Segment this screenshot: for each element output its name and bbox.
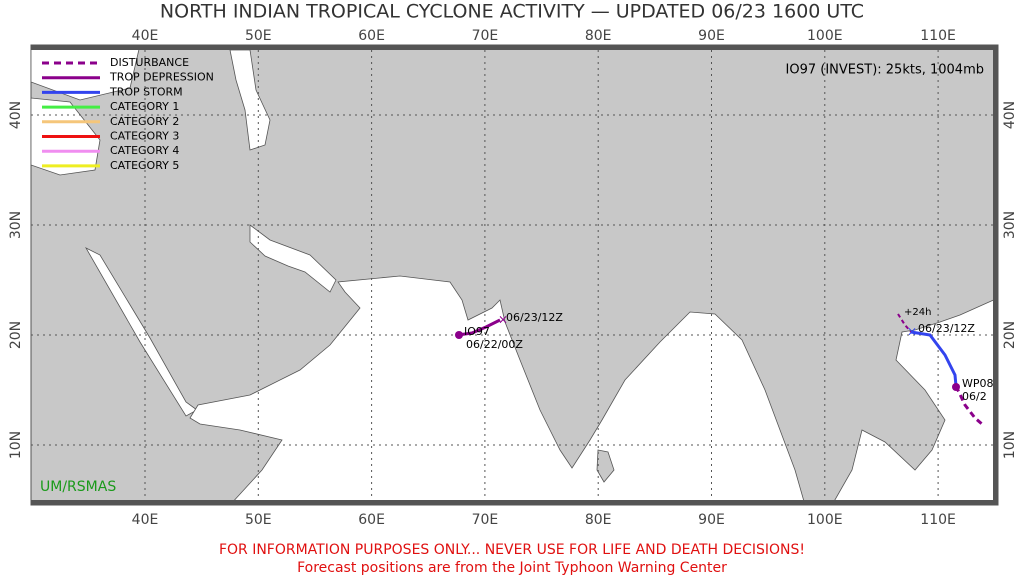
lon-label: 90E xyxy=(698,28,725,44)
time-label: 06/22/00Z xyxy=(466,338,523,351)
legend-label: TROP STORM xyxy=(109,85,183,98)
track xyxy=(954,385,983,426)
legend-label: DISTURBANCE xyxy=(110,56,189,69)
track xyxy=(910,330,958,387)
lat-label: 10N xyxy=(1002,431,1018,459)
time-label: 06/23/12Z xyxy=(506,311,563,324)
lon-label: 100E xyxy=(807,28,843,44)
lon-label: 60E xyxy=(358,28,385,44)
position xyxy=(455,331,463,339)
disclaimer: Forecast positions are from the Joint Ty… xyxy=(297,560,727,576)
legend-label: CATEGORY 1 xyxy=(110,100,179,113)
legend-label: CATEGORY 5 xyxy=(110,159,179,172)
forecast-mark: × xyxy=(907,325,917,339)
lat-label: 30N xyxy=(8,211,24,239)
storm-io97: × IO97 06/23/12Z 06/22/00Z xyxy=(455,311,563,351)
legend-label: CATEGORY 3 xyxy=(110,130,179,143)
lat-label: 30N xyxy=(1002,211,1018,239)
legend-label: CATEGORY 2 xyxy=(110,115,179,128)
lon-label: 70E xyxy=(472,512,499,528)
forecast-mark: × xyxy=(498,313,508,327)
lon-label: 70E xyxy=(472,28,499,44)
storm-name: IO97 xyxy=(464,325,490,338)
lon-label: 40E xyxy=(132,512,159,528)
position xyxy=(952,383,960,391)
time-label: 06/23/12Z xyxy=(918,322,975,335)
top-bar xyxy=(31,45,998,50)
storm-name: WP08 xyxy=(962,377,994,390)
lon-label: 90E xyxy=(698,512,725,528)
lon-label: 60E xyxy=(358,512,385,528)
lon-label: 110E xyxy=(920,512,956,528)
lat-label: 40N xyxy=(1002,101,1018,129)
title: NORTH INDIAN TROPICAL CYCLONE ACTIVITY —… xyxy=(160,1,864,23)
lat-label: 20N xyxy=(1002,321,1018,349)
lat-label: 20N xyxy=(8,321,24,349)
disclaimer: FOR INFORMATION PURPOSES ONLY... NEVER U… xyxy=(219,542,805,558)
storm-info: IO97 (INVEST): 25kts, 1004mb xyxy=(786,63,984,78)
track xyxy=(457,318,501,337)
bottom-bar xyxy=(31,500,998,505)
lon-label: 50E xyxy=(245,28,272,44)
credit: UM/RSMAS xyxy=(40,479,116,495)
grid xyxy=(31,50,993,500)
lat-label: 40N xyxy=(8,101,24,129)
storm-wp08: × +24h 06/23/12Z WP08 06/2 xyxy=(897,307,994,426)
time-label: +24h xyxy=(904,307,931,318)
legend-label: TROP DEPRESSION xyxy=(109,71,214,84)
right-bar xyxy=(993,45,998,505)
lat-label: 10N xyxy=(8,431,24,459)
map xyxy=(30,44,999,506)
lon-label: 80E xyxy=(585,28,612,44)
lon-label: 80E xyxy=(585,512,612,528)
axis-labels: 40E 40E 50E 50E 60E 60E 70E 70E 80E 80E 90E 90E 100E… xyxy=(8,28,1018,528)
time-label: 06/2 xyxy=(962,390,987,403)
lon-label: 50E xyxy=(245,512,272,528)
lon-label: 100E xyxy=(807,512,843,528)
legend-label: CATEGORY 4 xyxy=(110,144,179,157)
water xyxy=(30,44,999,506)
island xyxy=(596,449,615,483)
lon-label: 40E xyxy=(132,28,159,44)
lon-label: 110E xyxy=(920,28,956,44)
